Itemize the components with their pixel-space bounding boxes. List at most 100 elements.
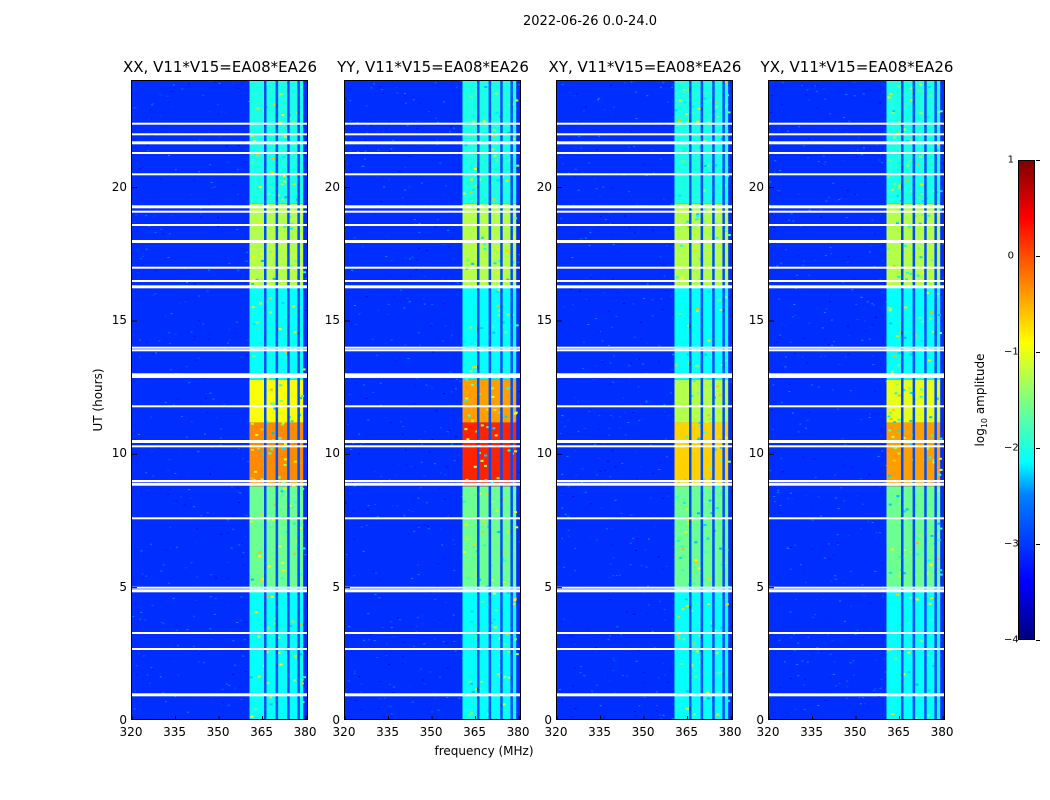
rfi-texture (909, 419, 913, 422)
noise-speckle (202, 94, 205, 96)
noise-speckle (808, 654, 810, 656)
noise-speckle (611, 450, 614, 451)
noise-speckle (446, 667, 449, 669)
noise-speckle (561, 83, 564, 85)
noise-speckle (427, 385, 430, 387)
noise-speckle (882, 150, 885, 152)
noise-speckle (799, 423, 802, 425)
noise-speckle (860, 527, 863, 529)
rfi-texture (678, 194, 682, 197)
rfi-texture (909, 551, 913, 553)
noise-speckle (635, 451, 638, 453)
rfi-texture (927, 503, 931, 506)
rfi-texture (302, 547, 306, 550)
rfi-texture (491, 500, 495, 503)
noise-speckle (584, 491, 587, 493)
noise-speckle (618, 402, 621, 404)
noise-speckle (652, 298, 655, 300)
noise-speckle (771, 429, 774, 430)
rfi-texture (473, 574, 477, 577)
flagged-row (345, 266, 520, 269)
channel-gap (477, 81, 480, 719)
noise-speckle (650, 149, 653, 151)
rfi-texture (724, 436, 728, 439)
noise-speckle (411, 423, 414, 425)
rfi-texture (261, 577, 265, 580)
rfi-texture (706, 697, 710, 700)
noise-speckle (856, 319, 859, 320)
noise-speckle (655, 119, 658, 121)
noise-speckle (190, 178, 193, 180)
rfi-texture (295, 540, 299, 543)
heatmap-panel-yy (344, 80, 521, 720)
rfi-texture (462, 500, 466, 503)
rfi-texture (491, 387, 494, 390)
noise-speckle (226, 578, 229, 579)
rfi-texture (928, 602, 932, 605)
noise-speckle (830, 319, 833, 321)
noise-speckle (213, 186, 216, 188)
y-tick-label: 5 (756, 579, 764, 594)
rfi-texture (905, 271, 909, 274)
noise-speckle (771, 94, 774, 96)
noise-speckle (728, 288, 731, 290)
noise-speckle (824, 98, 827, 100)
rfi-texture (921, 320, 925, 323)
rfi-texture (478, 233, 482, 236)
noise-speckle (787, 497, 790, 499)
flagged-row (769, 440, 944, 443)
rfi-texture (516, 164, 520, 167)
noise-speckle (395, 252, 398, 254)
noise-speckle (434, 226, 437, 228)
noise-speckle (238, 502, 241, 504)
rfi-texture (269, 297, 273, 300)
noise-speckle (396, 92, 399, 94)
noise-speckle (446, 697, 449, 698)
noise-speckle (807, 637, 810, 638)
noise-speckle (638, 502, 641, 504)
noise-speckle (669, 392, 672, 394)
noise-speckle (632, 514, 635, 516)
noise-speckle (360, 165, 363, 167)
flagged-row (132, 445, 307, 448)
flagged-row (132, 285, 307, 289)
noise-speckle (179, 264, 182, 265)
flagged-row (557, 141, 732, 145)
noise-speckle (146, 454, 149, 456)
rfi-texture (693, 139, 697, 141)
noise-speckle (190, 421, 193, 423)
noise-speckle (672, 354, 675, 356)
flagged-row (345, 224, 520, 226)
noise-speckle (428, 613, 431, 615)
noise-speckle (180, 416, 183, 417)
noise-speckle (814, 541, 817, 542)
noise-speckle (563, 718, 566, 719)
flagged-row (769, 346, 944, 349)
rfi-texture (289, 269, 293, 272)
noise-speckle (571, 304, 574, 306)
rfi-texture (495, 509, 499, 512)
noise-speckle (623, 82, 626, 84)
noise-speckle (840, 265, 843, 267)
flagged-row (345, 173, 520, 176)
noise-speckle (609, 171, 612, 173)
noise-speckle (564, 513, 567, 515)
noise-speckle (812, 617, 815, 618)
noise-speckle (603, 303, 605, 305)
noise-speckle (402, 512, 405, 514)
rfi-texture (492, 509, 496, 512)
noise-speckle (666, 456, 668, 458)
noise-speckle (400, 289, 403, 291)
flagged-row (132, 480, 307, 482)
noise-speckle (666, 345, 668, 347)
noise-speckle (383, 659, 386, 661)
rfi-texture (270, 448, 274, 451)
noise-speckle (664, 204, 667, 206)
noise-speckle (844, 195, 847, 197)
noise-speckle (228, 263, 231, 264)
noise-speckle (460, 353, 463, 355)
rfi-texture (506, 387, 510, 390)
rfi-texture (492, 198, 496, 201)
noise-speckle (943, 226, 944, 228)
noise-speckle (770, 213, 773, 215)
